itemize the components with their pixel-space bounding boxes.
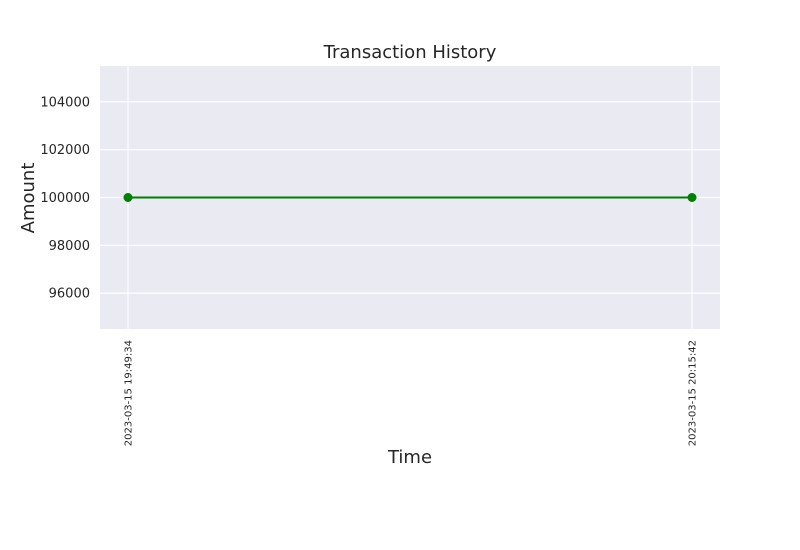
data-point — [123, 193, 133, 202]
y-tick-label: 100000 — [40, 191, 90, 206]
y-tick-label: 104000 — [40, 95, 90, 110]
y-tick-label: 96000 — [49, 287, 90, 302]
chart-title: Transaction History — [323, 42, 497, 63]
series-group — [123, 193, 697, 202]
x-axis-label: Time — [387, 447, 432, 468]
data-point — [687, 193, 697, 202]
y-axis-label: Amount — [18, 163, 39, 234]
x-tick-labels: 2023-03-15 19:49:34 2023-03-15 20:15:42 — [124, 340, 699, 446]
x-tick-label: 2023-03-15 19:49:34 — [124, 340, 135, 446]
y-tick-labels: 96000 98000 100000 102000 104000 — [40, 95, 90, 301]
y-tick-label: 98000 — [49, 239, 90, 254]
x-tick-label: 2023-03-15 20:15:42 — [688, 340, 699, 446]
y-tick-label: 102000 — [40, 143, 90, 158]
